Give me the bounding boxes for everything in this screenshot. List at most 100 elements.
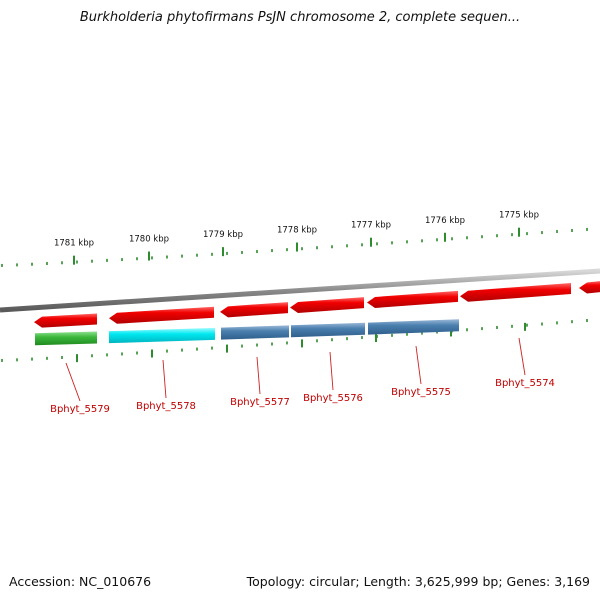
ruler-minor-tick [556, 230, 558, 234]
gene-label[interactable]: Bphyt_5578 [136, 401, 196, 412]
ruler-major-tick [222, 247, 224, 257]
ruler-minor-tick [46, 262, 48, 266]
ruler-minor-tick [31, 262, 33, 266]
cds-arrow [367, 290, 458, 308]
ruler-minor-tick [466, 236, 468, 240]
chromosome-backbone [0, 268, 600, 313]
lower-ruler-minor-tick [271, 342, 273, 346]
ruler-major-tick [73, 255, 75, 265]
lower-ruler-minor-tick [496, 325, 498, 329]
ruler-minor-tick [316, 246, 318, 250]
ruler-minor-tick [16, 263, 18, 267]
ruler-minor-tick [61, 261, 63, 265]
lower-ruler-major-tick [76, 354, 78, 363]
ruler-minor-tick [226, 251, 228, 255]
ruler-minor-tick [166, 255, 168, 259]
label-leader-line [518, 337, 526, 376]
ruler-minor-tick [76, 260, 78, 264]
gene-label[interactable]: Bphyt_5574 [495, 378, 555, 389]
ruler-minor-tick [391, 241, 393, 245]
ruler-label: 1781 kbp [54, 239, 94, 249]
ruler-minor-tick [151, 256, 153, 260]
ruler-major-tick [444, 232, 446, 242]
lower-ruler-minor-tick [181, 348, 183, 352]
lower-ruler-minor-tick [316, 339, 318, 343]
gene-label[interactable]: Bphyt_5577 [230, 397, 290, 408]
ruler-minor-tick [271, 249, 273, 253]
lower-ruler-minor-tick [526, 323, 528, 327]
ruler-major-tick [518, 227, 520, 237]
ruler-label: 1778 kbp [277, 226, 317, 236]
gene-label[interactable]: Bphyt_5576 [303, 393, 363, 404]
lower-ruler-minor-tick [556, 321, 558, 325]
ruler-minor-tick [481, 235, 483, 239]
ruler-label: 1775 kbp [499, 211, 539, 221]
lower-ruler-minor-tick [46, 356, 48, 360]
ruler-major-tick [370, 237, 372, 247]
ruler-label: 1776 kbp [425, 216, 465, 226]
ruler-ticks [1, 227, 588, 267]
gene-label[interactable]: Bphyt_5575 [391, 387, 451, 398]
lower-ruler-minor-tick [541, 322, 543, 326]
ruler-minor-tick [211, 252, 213, 256]
lower-ruler-minor-tick [571, 320, 573, 324]
ruler-label: 1780 kbp [129, 235, 169, 245]
lower-ruler-minor-tick [361, 336, 363, 340]
gene-labels: Bphyt_5579 Bphyt_5578 Bphyt_5577 Bphyt_5576… [50, 378, 555, 415]
lower-ruler-minor-tick [256, 343, 258, 347]
ruler-minor-tick [511, 233, 513, 237]
lower-ruler-minor-tick [346, 337, 348, 341]
ruler-minor-tick [526, 232, 528, 236]
ruler-major-tick [296, 242, 298, 252]
lower-ruler-major-tick [226, 344, 228, 353]
lower-ruler-minor-tick [286, 341, 288, 345]
gene-bar [291, 322, 365, 338]
sequence-title: Burkholderia phytofirmans PsJN chromosom… [79, 10, 521, 25]
ruler-minor-tick [136, 257, 138, 261]
lower-ruler-major-tick [301, 339, 303, 348]
ruler-labels: 1781 kbp 1780 kbp 1779 kbp 1778 kbp 1777 kbp… [54, 211, 539, 249]
lower-ruler-minor-tick [391, 333, 393, 337]
ruler-minor-tick [1, 263, 3, 267]
ruler-minor-tick [361, 243, 363, 247]
lower-ruler-minor-tick [241, 344, 243, 348]
label-leader-line [256, 356, 261, 395]
gene-label[interactable]: Bphyt_5579 [50, 404, 110, 415]
gene-features [35, 319, 459, 346]
cds-arrow [579, 281, 600, 294]
lower-ruler-minor-tick [196, 347, 198, 351]
ruler-minor-tick [421, 239, 423, 243]
ruler-minor-tick [196, 253, 198, 257]
lower-ruler-minor-tick [106, 353, 108, 357]
gene-bar [35, 331, 97, 346]
cds-arrow [220, 302, 288, 318]
lower-ruler-minor-tick [481, 327, 483, 331]
lower-ruler-minor-tick [31, 357, 33, 361]
ruler-major-tick [148, 251, 150, 261]
ruler-minor-tick [286, 248, 288, 252]
ruler-minor-tick [346, 244, 348, 248]
ruler-minor-tick [586, 227, 588, 231]
lower-ruler-minor-tick [136, 351, 138, 355]
ruler-minor-tick [91, 259, 93, 263]
ruler-minor-tick [241, 250, 243, 254]
lower-ruler-minor-tick [421, 331, 423, 335]
lower-ruler-major-tick [450, 328, 452, 337]
lower-ruler-major-tick [375, 334, 377, 343]
label-leader-line [65, 362, 81, 402]
gene-bar [221, 325, 289, 340]
ruler-minor-tick [256, 250, 258, 254]
label-leader-line [329, 351, 334, 391]
ruler-minor-tick [496, 234, 498, 238]
lower-ruler-minor-tick [1, 358, 3, 362]
gene-bar [109, 327, 215, 344]
lower-ruler-minor-tick [61, 355, 63, 359]
lower-ruler-major-tick [151, 349, 153, 358]
lower-ruler-minor-tick [166, 349, 168, 353]
lower-ruler-minor-tick [211, 346, 213, 350]
cds-features [34, 281, 600, 328]
ruler-minor-tick [331, 245, 333, 249]
ruler-minor-tick [181, 254, 183, 258]
